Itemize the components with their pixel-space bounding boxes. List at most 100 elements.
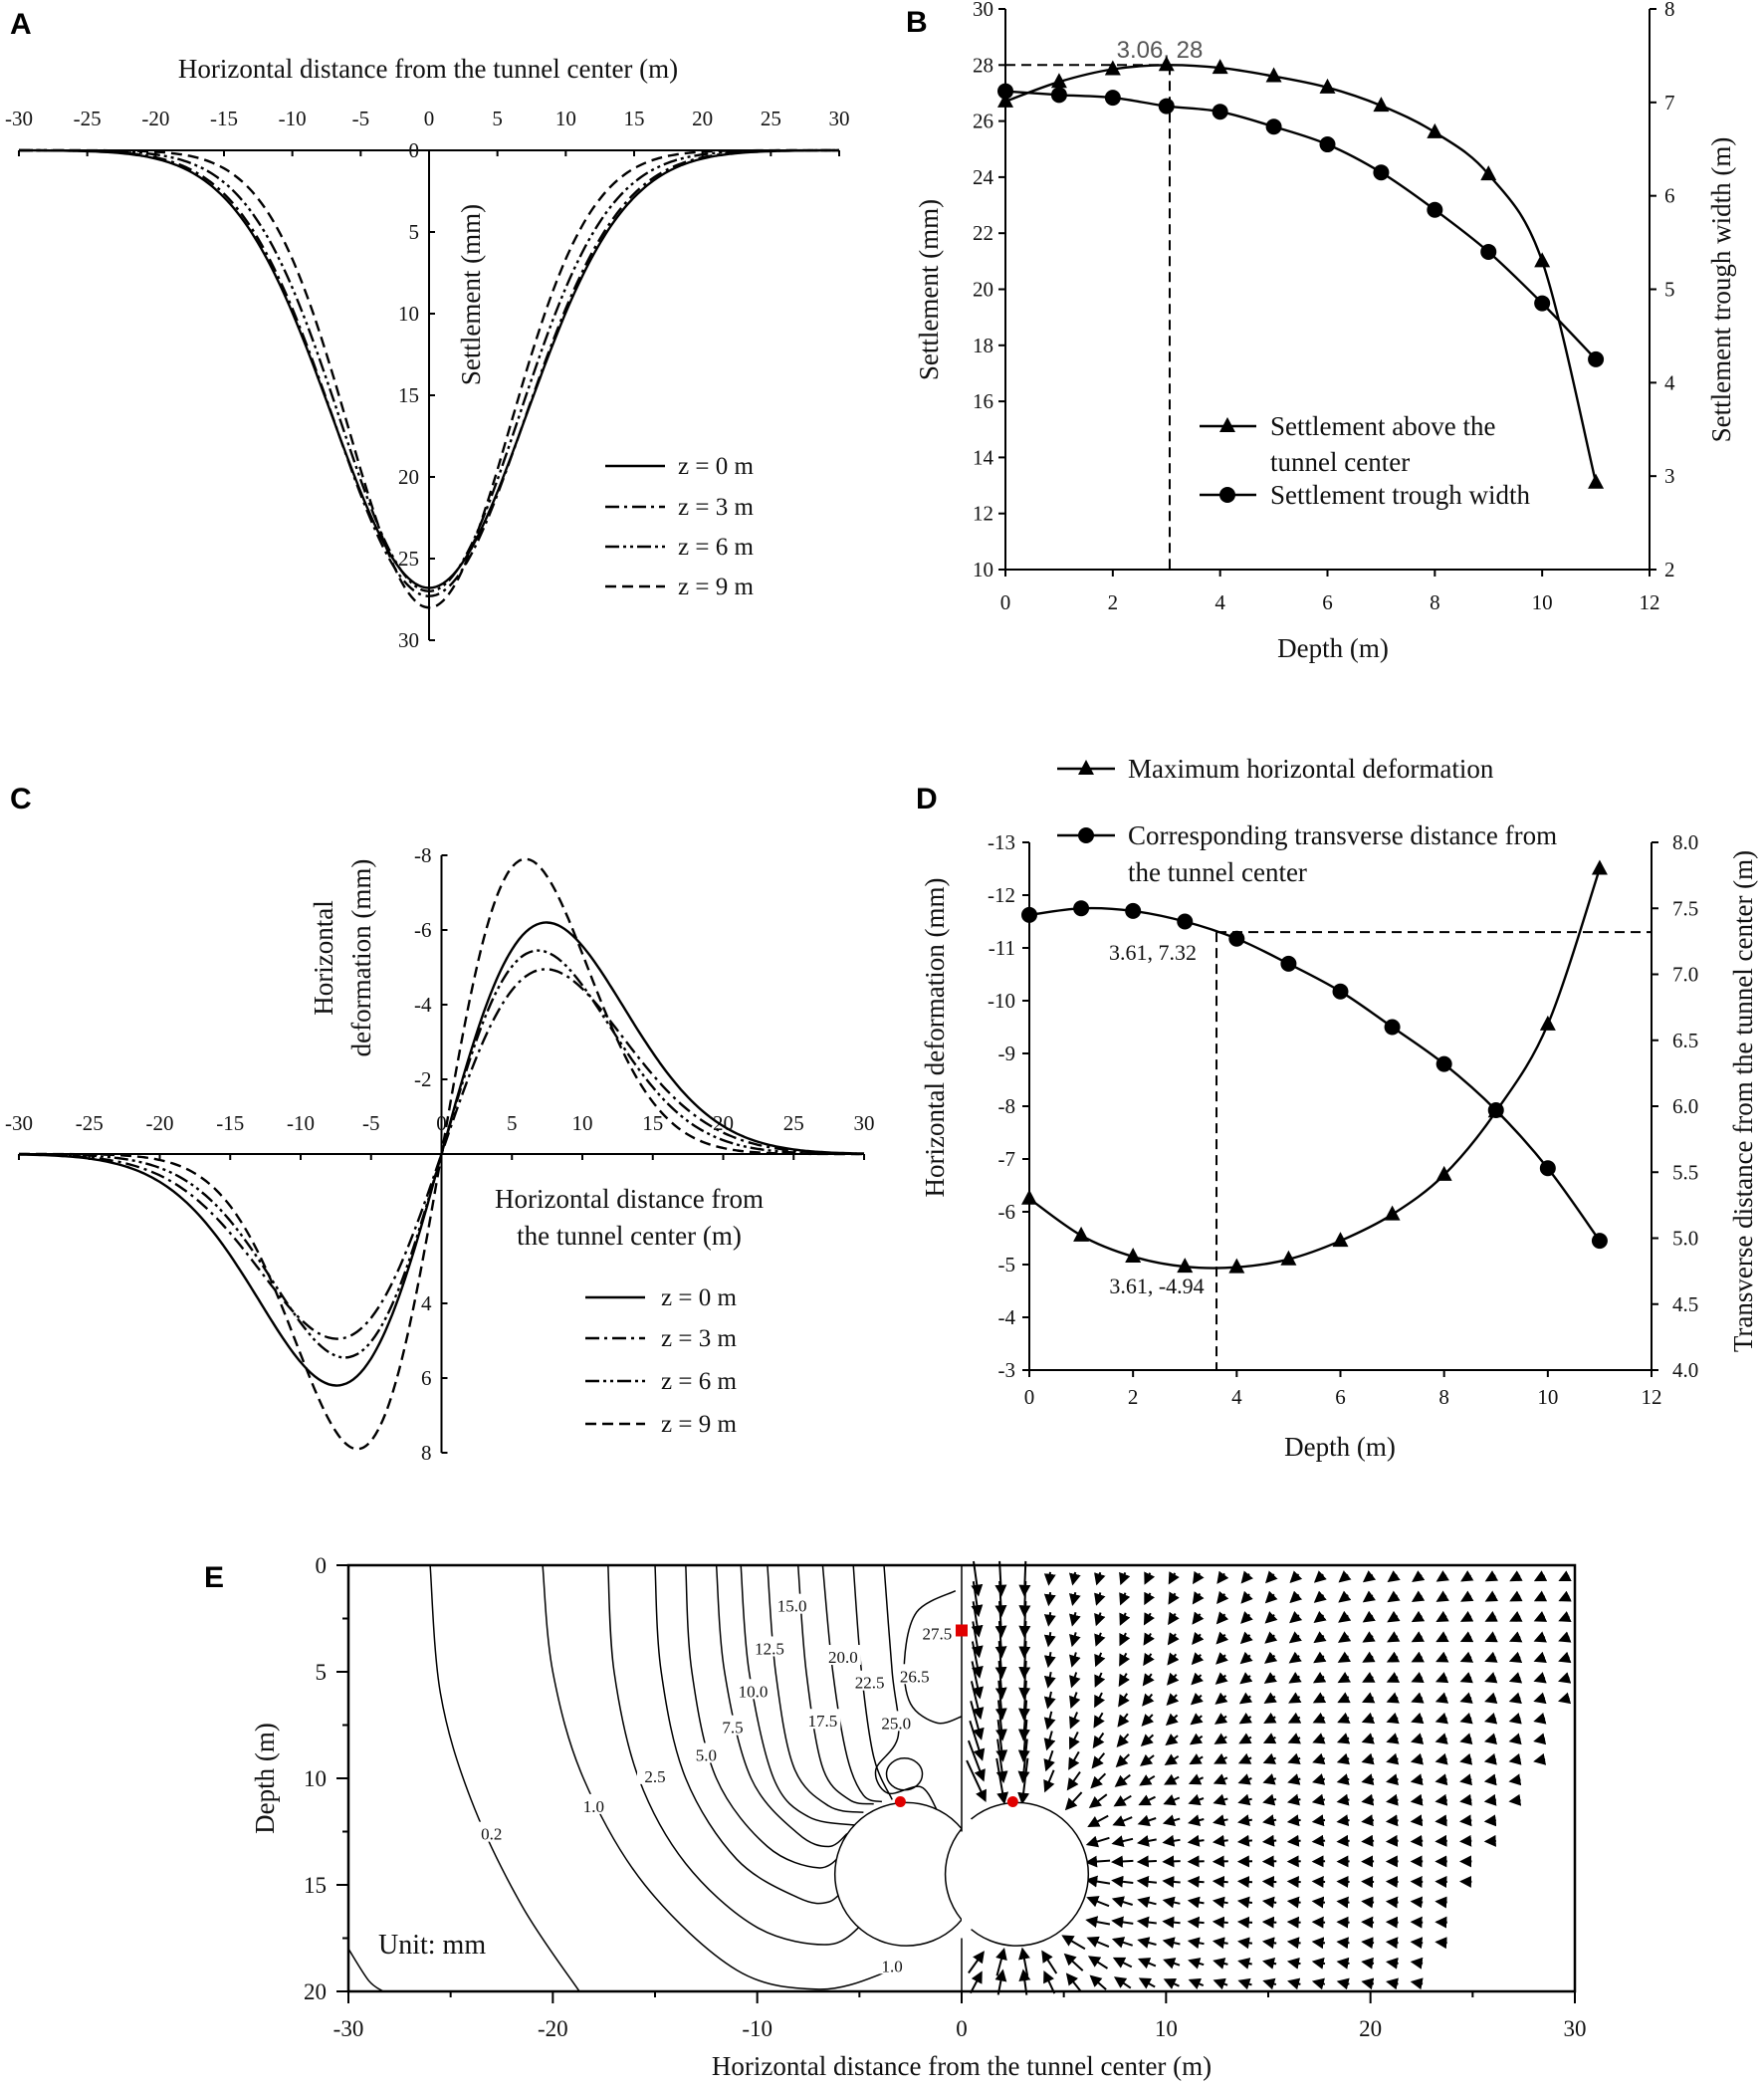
data-point-triangle [1319,78,1336,94]
vector-arrow [1118,1673,1130,1688]
data-point-circle [1319,136,1336,153]
contour-label: 26.5 [900,1667,930,1686]
vector-arrow [1017,1757,1030,1805]
y2-tick-label: 4.0 [1672,1358,1698,1382]
vector-arrow [1459,1692,1473,1704]
contour-label-bg [575,1793,612,1814]
chart-e: 0.2 1.0 2.5 5.0 7.5 10.0 12.5 15.0 17.5 20.0 22.5 2… [250,1553,1587,2081]
vector-arrow [1187,1916,1205,1929]
vector-arrow [1434,1692,1449,1704]
vector-arrow [1193,1570,1205,1585]
vector-arrow [1237,1752,1252,1764]
x-tick-label: 5 [507,1111,518,1135]
vector-arrow [1289,1590,1303,1604]
vector-arrow [1240,1611,1253,1624]
vector-arrow [1237,1977,1252,1990]
vector-arrow [970,1681,985,1721]
vector-arrow [1361,1834,1375,1847]
contour-label: 15.0 [777,1597,807,1616]
vector-arrow [1240,1590,1253,1604]
vector-arrow [1435,1651,1449,1663]
vector-arrow [1113,1976,1132,1989]
vector-arrow [1434,1896,1447,1909]
vector-arrow [1213,1793,1228,1806]
vector-arrow [1287,1733,1301,1744]
vector-arrow [1191,1672,1205,1686]
vector-arrow [1533,1590,1548,1602]
panel-label-d: D [916,783,938,815]
vector-arrow [1434,1834,1447,1847]
vector-arrow [1162,1916,1181,1929]
vector-arrow [1459,1733,1473,1744]
vector-arrow [1264,1611,1278,1624]
y2-tick-label: 5.0 [1672,1227,1698,1251]
vector-arrow [1086,1896,1110,1908]
x-tick-label: 12 [1642,1385,1662,1409]
vector-arrow [1168,1591,1180,1605]
vector-arrow [1289,1610,1303,1624]
vector-arrow [1192,1631,1205,1645]
vector-arrow [1338,1570,1352,1583]
y-tick-label: 30 [398,628,419,652]
legend-label: z = 0 m [661,1284,737,1311]
contour-label: 2.5 [644,1767,665,1786]
contour-label-bg [735,1679,772,1700]
vector-arrow [1087,1814,1109,1827]
vector-arrow [1459,1793,1472,1806]
legend-label: z = 0 m [678,453,754,480]
data-point-circle [1050,87,1067,104]
vector-arrow [1190,1692,1204,1706]
vector-arrow [1386,1672,1401,1683]
y-axis-title: Depth (m) [250,1723,280,1834]
y2-tick-label: 7.5 [1672,896,1698,920]
vector-arrow [1312,1672,1327,1684]
legend-label: z = 3 m [661,1325,737,1352]
vector-arrow [1338,1590,1352,1603]
contour-line [607,1564,864,1946]
x-tick-label: 4 [1231,1385,1242,1409]
x-axis-title: the tunnel center (m) [517,1221,742,1251]
vector-arrow [1236,1916,1253,1929]
vector-arrow [1017,1700,1030,1741]
vector-arrow [1069,1672,1081,1689]
vector-arrow [1484,1570,1499,1582]
vector-arrow [1336,1937,1350,1950]
vector-arrow [1094,1652,1106,1668]
vector-arrow [1144,1591,1156,1606]
vector-arrow [1216,1590,1229,1605]
vector-arrow [1213,1814,1228,1826]
x-tick-label: -30 [333,2016,364,2041]
x-tick-label: -30 [5,1111,33,1135]
vector-arrow [1385,1937,1399,1950]
legend-label: z = 9 m [678,574,754,600]
contour-label-bg [878,1711,915,1732]
vector-arrow [968,1951,985,1974]
vector-arrow [1508,1752,1522,1765]
vector-arrow [1111,1916,1134,1929]
vector-arrow [1361,1752,1375,1765]
vector-arrow [1410,1937,1424,1950]
chart-d: 0 2 4 6 8 10 12 -13 -12 -11 -10 -9 -8 -7 -6 -5 -4 -3 4.0 4.… [920,754,1758,1462]
vector-arrow [1212,1834,1228,1847]
y-tick-label: 14 [973,445,994,469]
annotation-label: 3.61, 7.32 [1109,940,1197,965]
annotation-label: 3.61, -4.94 [1109,1274,1204,1298]
vector-arrow [1087,1956,1109,1970]
vector-arrow [1386,1977,1399,1990]
data-point-circle [1158,98,1175,115]
data-point-triangle [1104,60,1121,76]
vector-arrow [1286,1916,1301,1929]
vector-arrow [1119,1592,1131,1606]
vector-arrow [1336,1916,1350,1929]
vector-arrow [1533,1713,1547,1725]
contour-line [542,1564,897,1990]
data-point-triangle [1073,1226,1090,1242]
legend-label: Maximum horizontal deformation [1128,754,1494,784]
y-tick-label: 30 [973,0,993,21]
vector-arrow [1434,1937,1447,1950]
vector-arrow [1410,1977,1424,1990]
y-tick-label: -4 [414,993,432,1017]
vector-arrow [1188,1958,1205,1970]
y2-tick-label: 8.0 [1672,830,1698,854]
vector-arrow [1484,1651,1498,1663]
